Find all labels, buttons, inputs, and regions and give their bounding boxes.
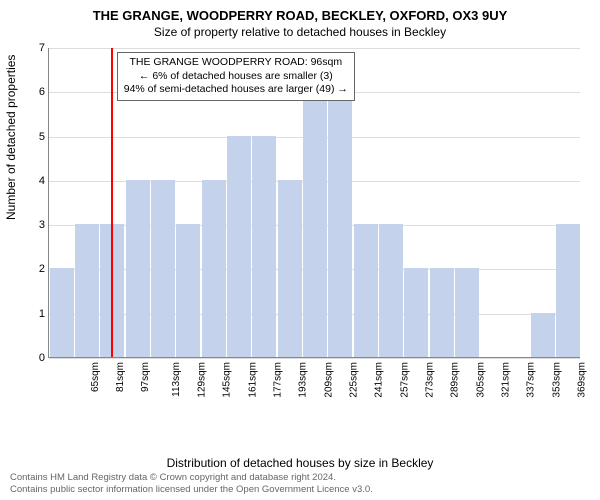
bar [126, 180, 150, 357]
chart-subtitle: Size of property relative to detached ho… [0, 23, 600, 39]
x-tick-label: 209sqm [323, 362, 334, 398]
x-tick-label: 321sqm [501, 362, 512, 398]
x-tick-label: 273sqm [425, 362, 436, 398]
plot-area: 0123456765sqm81sqm97sqm113sqm129sqm145sq… [48, 48, 580, 358]
bar [354, 224, 378, 357]
y-axis-label: Number of detached properties [4, 55, 18, 220]
chart-area: 0123456765sqm81sqm97sqm113sqm129sqm145sq… [48, 48, 580, 406]
footer-text: Contains HM Land Registry data © Crown c… [10, 472, 373, 496]
x-tick-label: 129sqm [197, 362, 208, 398]
bar [328, 91, 352, 357]
annotation-line: ← 6% of detached houses are smaller (3) [124, 70, 348, 84]
chart-title: THE GRANGE, WOODPERRY ROAD, BECKLEY, OXF… [0, 0, 600, 23]
x-tick-label: 97sqm [140, 362, 151, 392]
bar [227, 136, 251, 357]
bar [556, 224, 580, 357]
gridline [49, 358, 580, 359]
bar [379, 224, 403, 357]
x-tick-label: 193sqm [298, 362, 309, 398]
bar [252, 136, 276, 357]
footer-line-1: Contains HM Land Registry data © Crown c… [10, 472, 373, 484]
x-tick-label: 161sqm [247, 362, 258, 398]
bar [50, 268, 74, 357]
bar [430, 268, 454, 357]
x-tick-label: 337sqm [526, 362, 537, 398]
y-tick-label: 4 [31, 175, 45, 187]
x-tick-label: 65sqm [90, 362, 101, 392]
annotation-line: 94% of semi-detached houses are larger (… [124, 83, 348, 97]
x-tick-label: 113sqm [171, 362, 182, 397]
x-tick-label: 369sqm [577, 362, 588, 398]
x-tick-label: 177sqm [273, 362, 284, 398]
x-tick-label: 257sqm [399, 362, 410, 398]
gridline [49, 48, 580, 49]
annotation-box: THE GRANGE WOODPERRY ROAD: 96sqm← 6% of … [117, 52, 355, 101]
x-tick-label: 353sqm [551, 362, 562, 398]
x-tick-label: 225sqm [349, 362, 360, 398]
y-tick-label: 6 [31, 86, 45, 98]
bar [404, 268, 428, 357]
x-axis-label: Distribution of detached houses by size … [0, 456, 600, 470]
bar [202, 180, 226, 357]
bar [176, 224, 200, 357]
y-tick-label: 7 [31, 42, 45, 54]
chart-container: THE GRANGE, WOODPERRY ROAD, BECKLEY, OXF… [0, 0, 600, 500]
y-tick-label: 1 [31, 308, 45, 320]
marker-line [111, 48, 113, 357]
bar [151, 180, 175, 357]
bar [303, 91, 327, 357]
x-tick-label: 145sqm [222, 362, 233, 398]
y-tick-label: 0 [31, 352, 45, 364]
bar [455, 268, 479, 357]
bar [531, 313, 555, 357]
y-tick-label: 5 [31, 131, 45, 143]
footer-line-2: Contains public sector information licen… [10, 484, 373, 496]
x-tick-label: 289sqm [450, 362, 461, 398]
annotation-line: THE GRANGE WOODPERRY ROAD: 96sqm [124, 56, 348, 70]
x-tick-label: 81sqm [115, 362, 126, 392]
x-tick-label: 241sqm [374, 362, 385, 398]
y-tick-label: 2 [31, 263, 45, 275]
y-tick-label: 3 [31, 219, 45, 231]
bar [75, 224, 99, 357]
bar [278, 180, 302, 357]
x-tick-label: 305sqm [475, 362, 486, 398]
